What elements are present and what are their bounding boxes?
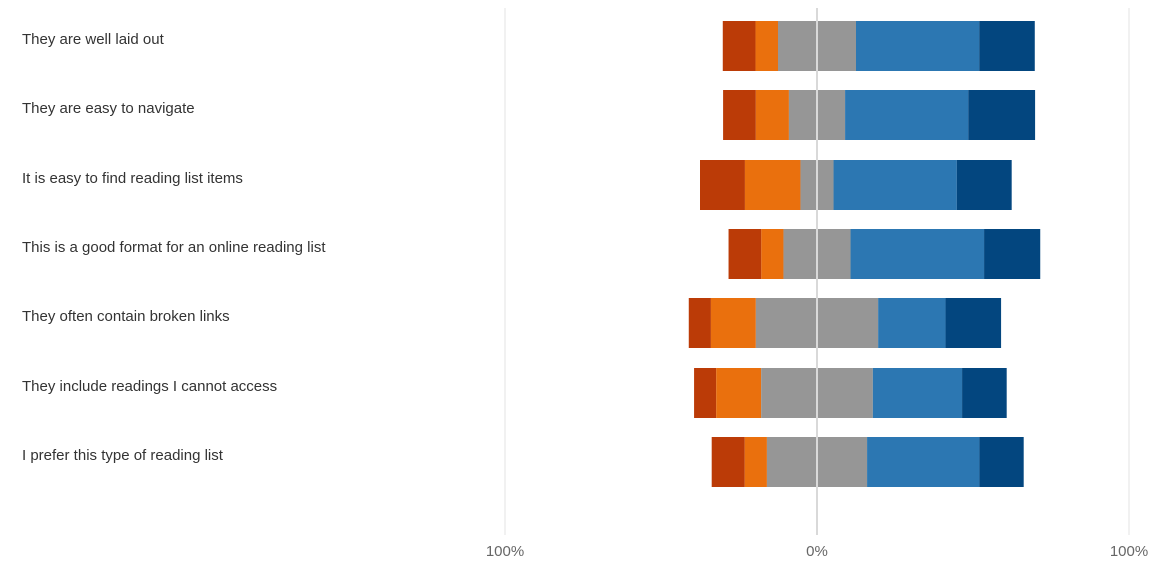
bar-segment [700, 160, 745, 210]
category-labels: They are well laid out They are easy to n… [22, 31, 326, 464]
category-label: They are easy to navigate [22, 100, 195, 117]
category-label: They often contain broken links [22, 308, 230, 325]
x-tick-label: 100% [1110, 543, 1148, 560]
bar-segment [984, 229, 1041, 279]
bar-segment [945, 298, 1002, 348]
category-label: They include readings I cannot access [22, 378, 277, 395]
bar-segment [956, 160, 1012, 210]
bar-segment [856, 21, 980, 71]
bar-segment [744, 160, 801, 210]
bar-segment [833, 160, 957, 210]
bar-segment [716, 368, 762, 418]
bar-segment [845, 90, 969, 140]
bar-segment [761, 229, 784, 279]
bar-segment [755, 21, 778, 71]
category-label: It is easy to find reading list items [22, 170, 243, 187]
bar-segment [728, 229, 762, 279]
bar-segment [878, 298, 946, 348]
category-label: This is a good format for an online read… [22, 239, 326, 256]
grid-lines [504, 8, 1130, 535]
bar-segment [722, 21, 756, 71]
bar-segment [688, 298, 711, 348]
bar-segment [872, 368, 963, 418]
bar-segment [867, 437, 980, 487]
x-tick-label: 0% [806, 543, 828, 560]
category-label: I prefer this type of reading list [22, 447, 224, 464]
category-label: They are well laid out [22, 31, 165, 48]
bar-segment [850, 229, 985, 279]
bar-segment [962, 368, 1007, 418]
bar-segment [710, 298, 756, 348]
bar-segment [694, 368, 717, 418]
bar-segment [755, 90, 789, 140]
bar-segment [968, 90, 1036, 140]
bar-segment [979, 437, 1024, 487]
axis-ticks: 100% 0% 100% [486, 543, 1148, 560]
bar-segment [979, 21, 1035, 71]
bars [688, 21, 1041, 487]
bar-segment [744, 437, 767, 487]
x-tick-label: 100% [486, 543, 524, 560]
bar-segment [723, 90, 756, 140]
bar-segment [711, 437, 745, 487]
